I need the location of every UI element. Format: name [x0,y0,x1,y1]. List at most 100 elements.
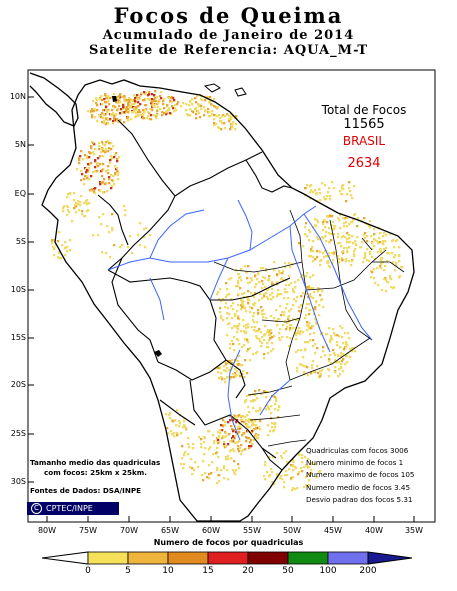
fire-spot [324,250,327,253]
fire-spot [326,221,329,224]
fire-spot [241,303,244,306]
fire-spot [353,253,356,256]
fire-spot [132,111,135,114]
fire-spot [304,187,307,190]
fire-spot [84,215,87,218]
fire-spot [102,148,105,151]
fire-spot [251,430,254,433]
fire-spot [272,456,275,459]
fire-spot [384,240,387,243]
fire-spot [312,260,315,263]
fire-spot [339,325,342,328]
fire-spot [380,263,383,266]
fire-spot [334,366,337,369]
fire-spot [283,481,286,484]
fire-spot [94,148,97,151]
fire-spot [306,366,309,369]
lat-label: 5S [15,237,26,246]
fire-spot [105,141,108,144]
fire-spot [306,293,309,296]
fire-spot [316,236,319,239]
fire-spot [376,267,379,270]
fire-spot [242,415,245,418]
fire-spot [147,94,150,97]
fire-spot [340,193,343,196]
fire-spot [385,279,388,282]
fire-spot [289,327,292,330]
fire-spot [124,214,127,217]
fire-spot [245,271,248,274]
fire-spot [268,408,271,411]
fire-spot [259,420,262,423]
fire-spot [124,209,127,212]
fire-spot [382,243,385,246]
fire-spot [92,189,95,192]
fire-spot [338,368,341,371]
fire-spot [331,252,334,255]
fire-spot [301,461,304,464]
fire-spot [308,239,311,242]
fire-spot [60,257,63,260]
fire-spot [179,422,182,425]
fire-spot [284,474,287,477]
fire-spot [229,419,232,422]
fire-spot [127,111,130,114]
fire-spot [345,260,348,263]
fire-spot [217,431,220,434]
stat-line: Numero maximo de focos 105 [306,470,415,480]
fire-spot [201,474,204,477]
fire-spot [301,470,304,473]
fire-spot [389,275,392,278]
fire-spot [373,245,376,248]
total-label: Total de Focos [321,103,407,117]
fire-spot [111,227,114,230]
fire-spot [203,436,206,439]
fire-spot [333,233,336,236]
lon-label: 40W [364,526,384,535]
fire-spot [101,99,104,102]
fire-spot [321,369,324,372]
fire-spot [189,100,192,103]
fire-spot [252,303,255,306]
accumulated-subtitle: Acumulado de Janeiro de 2014 [102,28,355,43]
fire-spot [300,467,303,470]
fire-spot [58,231,61,234]
fire-spot [266,342,269,345]
lon-label: 60W [201,526,221,535]
fire-spot [335,361,338,364]
fire-spot [127,104,130,107]
legend-colorbar [42,551,413,565]
fire-spot [63,205,66,208]
fire-spot [301,457,304,460]
fire-spot [349,348,352,351]
fire-spot [213,440,216,443]
caribbean-islands [203,83,247,97]
fire-spot [316,219,319,222]
fire-spot [275,398,278,401]
fire-spot [233,471,236,474]
fire-spot [100,223,103,226]
fire-spot [226,113,229,116]
fire-spot [337,375,340,378]
fire-spot [342,217,345,220]
fire-spot [154,90,157,93]
fire-spot [379,232,382,235]
fire-spot [341,360,344,363]
fire-spot [315,301,318,304]
fire-spot [230,298,233,301]
fire-spot [314,318,317,321]
fire-spot [247,430,250,433]
fire-spot [218,435,221,438]
fire-spot [252,315,255,318]
fire-spot [180,105,183,108]
fire-spot [183,463,186,466]
fire-spot [255,283,258,286]
fire-spot [275,400,278,403]
fire-spot [171,105,174,108]
fire-spot [254,390,257,393]
fire-spot [222,298,225,301]
grid-info: Tamanho medio das quadriculas com focos:… [30,458,200,496]
fire-spot [194,108,197,111]
fire-spot [86,203,89,206]
fire-spot [364,254,367,257]
